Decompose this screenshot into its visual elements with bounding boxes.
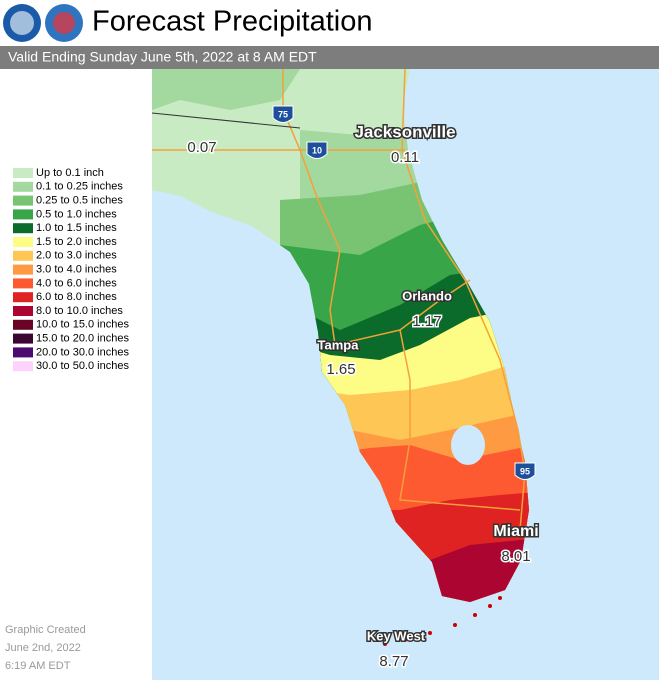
city-name: Tampa xyxy=(318,337,360,352)
legend-swatch xyxy=(13,209,33,220)
legend-swatch xyxy=(13,223,33,234)
legend-swatch xyxy=(13,319,33,330)
legend-swatch xyxy=(13,306,33,316)
footer-line: 6:19 AM EDT xyxy=(5,660,71,672)
interstate-shield xyxy=(514,462,536,480)
legend-label: 30.0 to 50.0 inches xyxy=(36,360,129,372)
legend-label: 8.0 to 10.0 inches xyxy=(36,305,123,317)
legend-swatch xyxy=(13,333,33,344)
city-name: Key West xyxy=(367,628,426,643)
city-amount: 8.01 xyxy=(501,548,530,565)
labels: Jacksonville 0.11 Orlando 1.17 Tampa 1.65 Miam… xyxy=(186,121,540,671)
legend-label: Up to 0.1 inch xyxy=(36,167,104,179)
legend-swatch xyxy=(13,250,33,261)
subtitle: Valid Ending Sunday June 5th, 2022 at 8 … xyxy=(8,49,317,65)
lake-okeechobee xyxy=(451,425,485,465)
city-name: Miami xyxy=(493,523,538,540)
legend-swatch xyxy=(13,292,33,303)
legend-swatch xyxy=(13,181,33,192)
interstate-shield xyxy=(272,105,294,123)
legend-swatch xyxy=(13,168,33,178)
shields: 75 10 95 xyxy=(272,105,536,480)
city-amount: 1.17 xyxy=(412,313,441,330)
legend-swatch xyxy=(13,195,33,206)
legend-label: 2.0 to 3.0 inches xyxy=(36,250,117,262)
legend-label: 4.0 to 6.0 inches xyxy=(36,277,117,289)
city-amount: 1.65 xyxy=(326,361,355,378)
legend-swatch xyxy=(13,278,33,289)
subtitle-bar xyxy=(0,46,659,69)
legend-swatch xyxy=(13,237,33,247)
interstate-number: 95 xyxy=(520,466,530,476)
legend-label: 10.0 to 15.0 inches xyxy=(36,319,129,331)
legend-label: 15.0 to 20.0 inches xyxy=(36,333,129,345)
legend-swatch xyxy=(13,361,33,372)
nws-logo-inner xyxy=(53,12,75,34)
legend-label: 1.0 to 1.5 inches xyxy=(36,222,117,234)
florida-keys xyxy=(383,596,502,646)
footer-line: Graphic Created xyxy=(5,624,86,636)
city-name: Jacksonville xyxy=(354,122,455,141)
legend-label: 0.1 to 0.25 inches xyxy=(36,181,123,193)
legend-label: 3.0 to 4.0 inches xyxy=(36,264,117,276)
footer-line: June 2nd, 2022 xyxy=(5,642,81,654)
band xyxy=(152,69,300,110)
interstate-number: 75 xyxy=(278,109,288,119)
interstate-shield xyxy=(306,141,328,159)
legend: Up to 0.1 inch 0.1 to 0.25 inches 0.25 to … xyxy=(13,167,129,372)
noaa-logo-inner xyxy=(10,11,34,35)
legend-label: 1.5 to 2.0 inches xyxy=(36,236,117,248)
point-amount: 0.07 xyxy=(187,139,216,156)
legend-swatch xyxy=(13,264,33,275)
state-border xyxy=(151,112,301,129)
interstate-number: 10 xyxy=(312,145,322,155)
city-amount: 8.77 xyxy=(379,653,408,670)
footer: Graphic Created June 2nd, 2022 6:19 AM EDT xyxy=(5,624,86,672)
legend-swatch xyxy=(13,347,33,358)
legend-label: 6.0 to 8.0 inches xyxy=(36,291,117,303)
legend-label: 20.0 to 30.0 inches xyxy=(36,346,129,358)
city-amount: 0.11 xyxy=(391,149,419,166)
legend-label: 0.5 to 1.0 inches xyxy=(36,208,117,220)
title: Forecast Precipitation xyxy=(92,6,372,38)
legend-label: 0.25 to 0.5 inches xyxy=(36,195,123,207)
city-name: Orlando xyxy=(402,288,452,303)
